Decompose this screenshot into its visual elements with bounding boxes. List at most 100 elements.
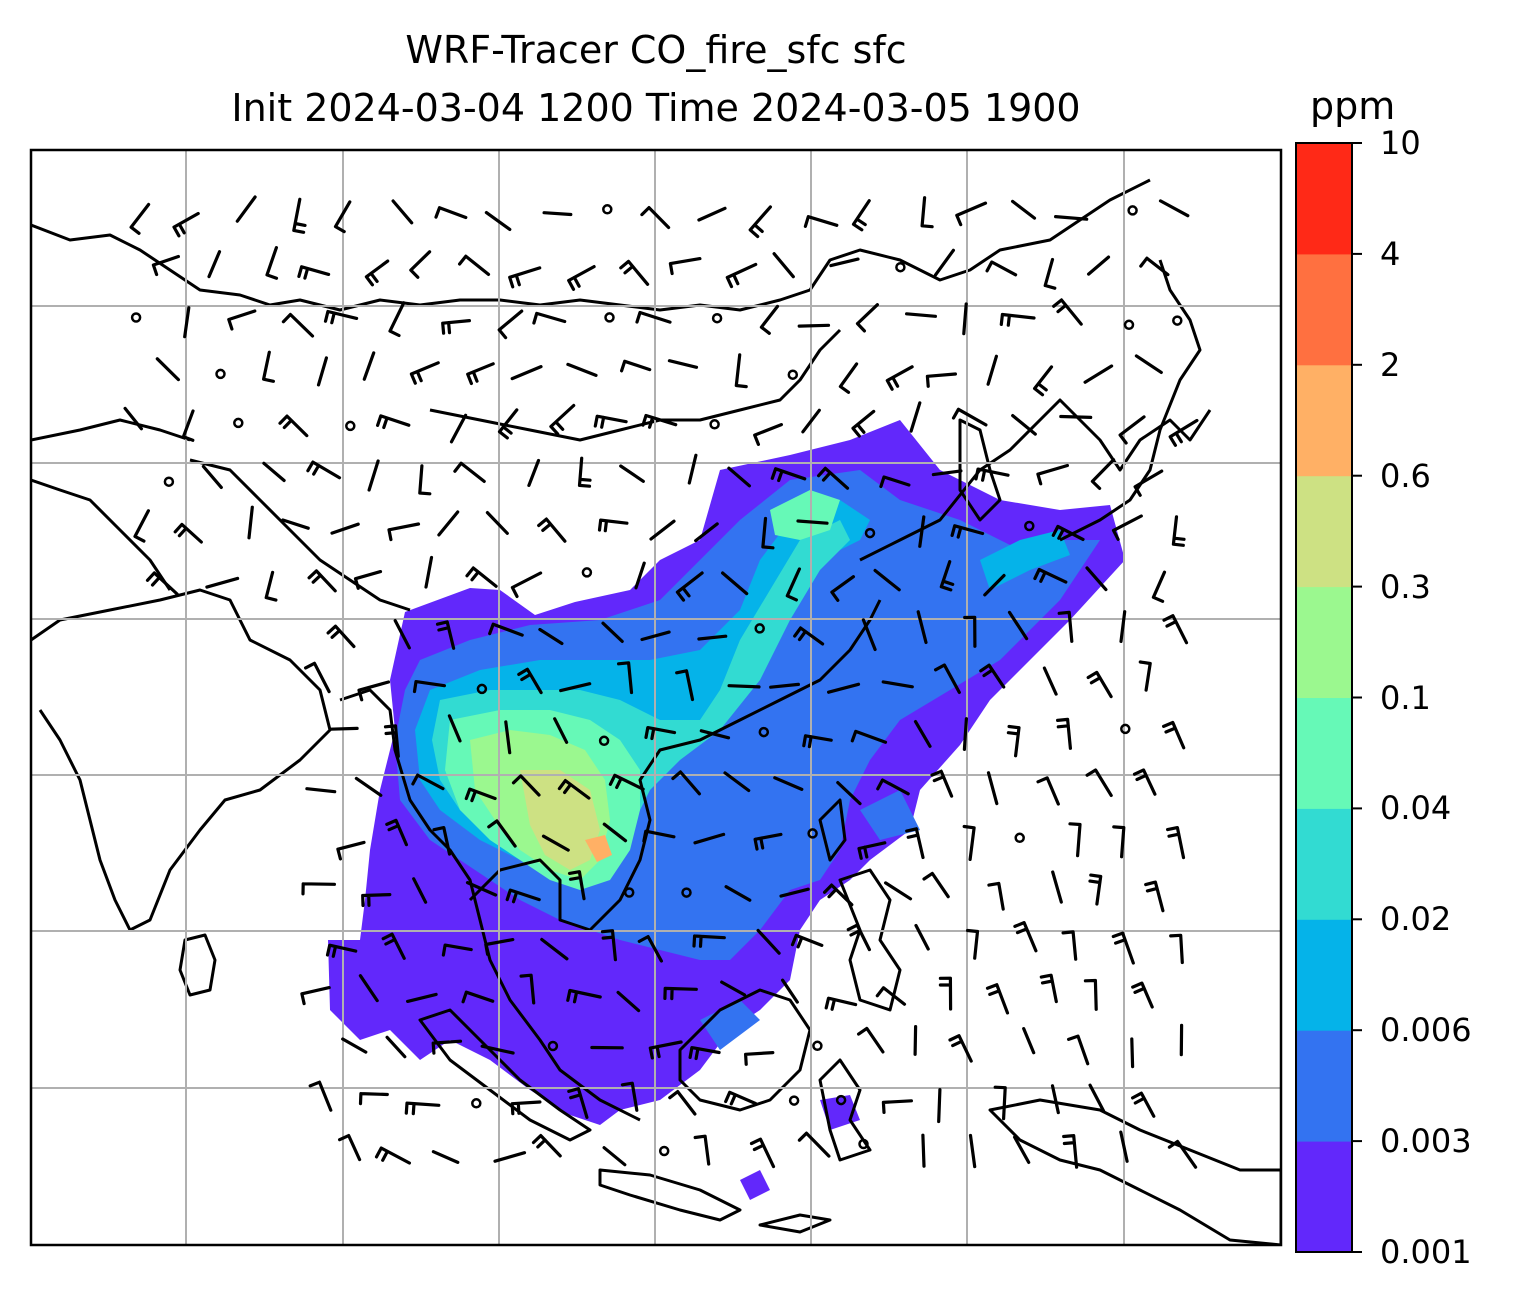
- wind-barb: [875, 986, 907, 1006]
- wind-barb: [727, 466, 751, 488]
- calm-wind-marker: [233, 417, 244, 429]
- wind-barb: [668, 257, 702, 276]
- wind-barb: [1086, 670, 1113, 699]
- wind-barb: [687, 453, 698, 485]
- wind-barb: [566, 362, 598, 377]
- wind-barb: [697, 206, 727, 222]
- calm-wind-marker: [476, 683, 488, 695]
- wind-barb: [1013, 921, 1038, 953]
- wind-barb: [1059, 414, 1093, 419]
- wind-barb: [406, 992, 438, 1003]
- map-frame: [29, 148, 1283, 1247]
- wind-barb: [308, 1080, 333, 1112]
- wind-barb: [307, 569, 337, 593]
- calm-wind-marker: [1127, 205, 1138, 216]
- wind-barb: [173, 522, 203, 544]
- wind-barb: [292, 197, 307, 234]
- wind-barb: [553, 717, 569, 744]
- wind-barb: [297, 265, 331, 280]
- coastline-bay-bengal-east: [339, 688, 641, 1122]
- wind-barb: [1039, 973, 1058, 1004]
- wind-barb: [688, 1046, 721, 1061]
- map-title-line-2: Init 2024-03-04 1200 Time 2024-03-05 190…: [231, 86, 1081, 130]
- wind-barb: [510, 1100, 542, 1116]
- wind-barb: [793, 626, 825, 646]
- wind-barb: [930, 769, 954, 798]
- wind-barb: [601, 621, 624, 643]
- wind-barb: [485, 511, 509, 535]
- wind-barb: [393, 619, 411, 650]
- wind-barb: [262, 461, 286, 483]
- wind-barb: [465, 566, 498, 588]
- wind-barb: [723, 771, 751, 793]
- wind-barb: [201, 464, 223, 489]
- wind-barb: [855, 303, 879, 333]
- wind-barb: [697, 634, 728, 641]
- colorbar-unit-label: ppm: [1310, 84, 1396, 128]
- wind-barb: [1087, 255, 1111, 276]
- border-china-sea-north: [31, 418, 191, 442]
- wind-barb: [824, 996, 858, 1011]
- wind-barb: [876, 778, 910, 796]
- wind-barb: [857, 1026, 885, 1054]
- wind-barb: [510, 571, 543, 598]
- wind-barb: [939, 560, 955, 592]
- colorbar-segment: [1296, 697, 1352, 809]
- wind-barb: [608, 773, 645, 791]
- wind-barb: [922, 871, 950, 899]
- wind-barb: [602, 822, 628, 843]
- wind-barb: [721, 571, 749, 596]
- wind-barb: [323, 309, 359, 325]
- wind-barb: [1085, 566, 1108, 592]
- wind-barb: [644, 726, 677, 741]
- wind-barb: [358, 1092, 389, 1106]
- wind-barb: [1139, 256, 1170, 277]
- colorbar: [1296, 142, 1362, 1253]
- wind-barb: [508, 266, 542, 289]
- wind-barb: [1022, 1027, 1036, 1055]
- wind-barb: [374, 1146, 411, 1165]
- plume-level-0.003: [395, 470, 1100, 1050]
- wind-barb: [1119, 610, 1127, 643]
- wind-barb: [383, 724, 400, 758]
- wind-barb: [797, 323, 831, 328]
- wind-barb: [779, 887, 810, 898]
- wind-barb: [829, 257, 860, 268]
- wind-barb: [648, 1040, 683, 1060]
- wind-barb: [1062, 1134, 1079, 1169]
- wind-barb: [620, 359, 652, 373]
- colorbar-segment: [1296, 143, 1352, 255]
- colorbar-segment: [1296, 1141, 1352, 1253]
- colorbar-tick-label: 4: [1380, 234, 1401, 273]
- wind-barb: [761, 516, 775, 550]
- wind-barb: [306, 460, 342, 480]
- wind-barb: [466, 362, 495, 386]
- calm-wind-marker: [1014, 832, 1025, 844]
- wind-barb: [151, 254, 180, 277]
- wind-barb: [663, 986, 698, 1001]
- calm-wind-marker: [709, 419, 720, 430]
- wind-barb: [1130, 1037, 1135, 1069]
- wind-barb: [325, 943, 358, 958]
- coastline-indochina: [468, 599, 882, 932]
- wind-barb: [668, 1090, 697, 1116]
- wind-barb: [1085, 768, 1113, 797]
- wind-barb: [885, 365, 914, 391]
- wind-barb: [769, 682, 800, 689]
- wind-barb: [517, 667, 543, 695]
- wind-barb: [431, 1150, 460, 1164]
- wind-barb: [948, 1034, 973, 1063]
- wind-barb: [338, 1134, 362, 1162]
- calm-wind-marker: [1120, 723, 1131, 735]
- wind-barb: [353, 570, 383, 590]
- coastline-new-guinea: [988, 1098, 1281, 1245]
- wind-barb: [487, 819, 517, 848]
- wind-barb: [235, 195, 257, 223]
- wind-barb: [412, 877, 428, 904]
- colorbar-frame: [1295, 142, 1353, 1253]
- wind-barb: [1169, 933, 1184, 965]
- wind-barb: [435, 620, 456, 650]
- wind-barb: [974, 467, 1010, 482]
- wind-barb: [391, 199, 414, 225]
- wind-barb: [724, 1090, 758, 1106]
